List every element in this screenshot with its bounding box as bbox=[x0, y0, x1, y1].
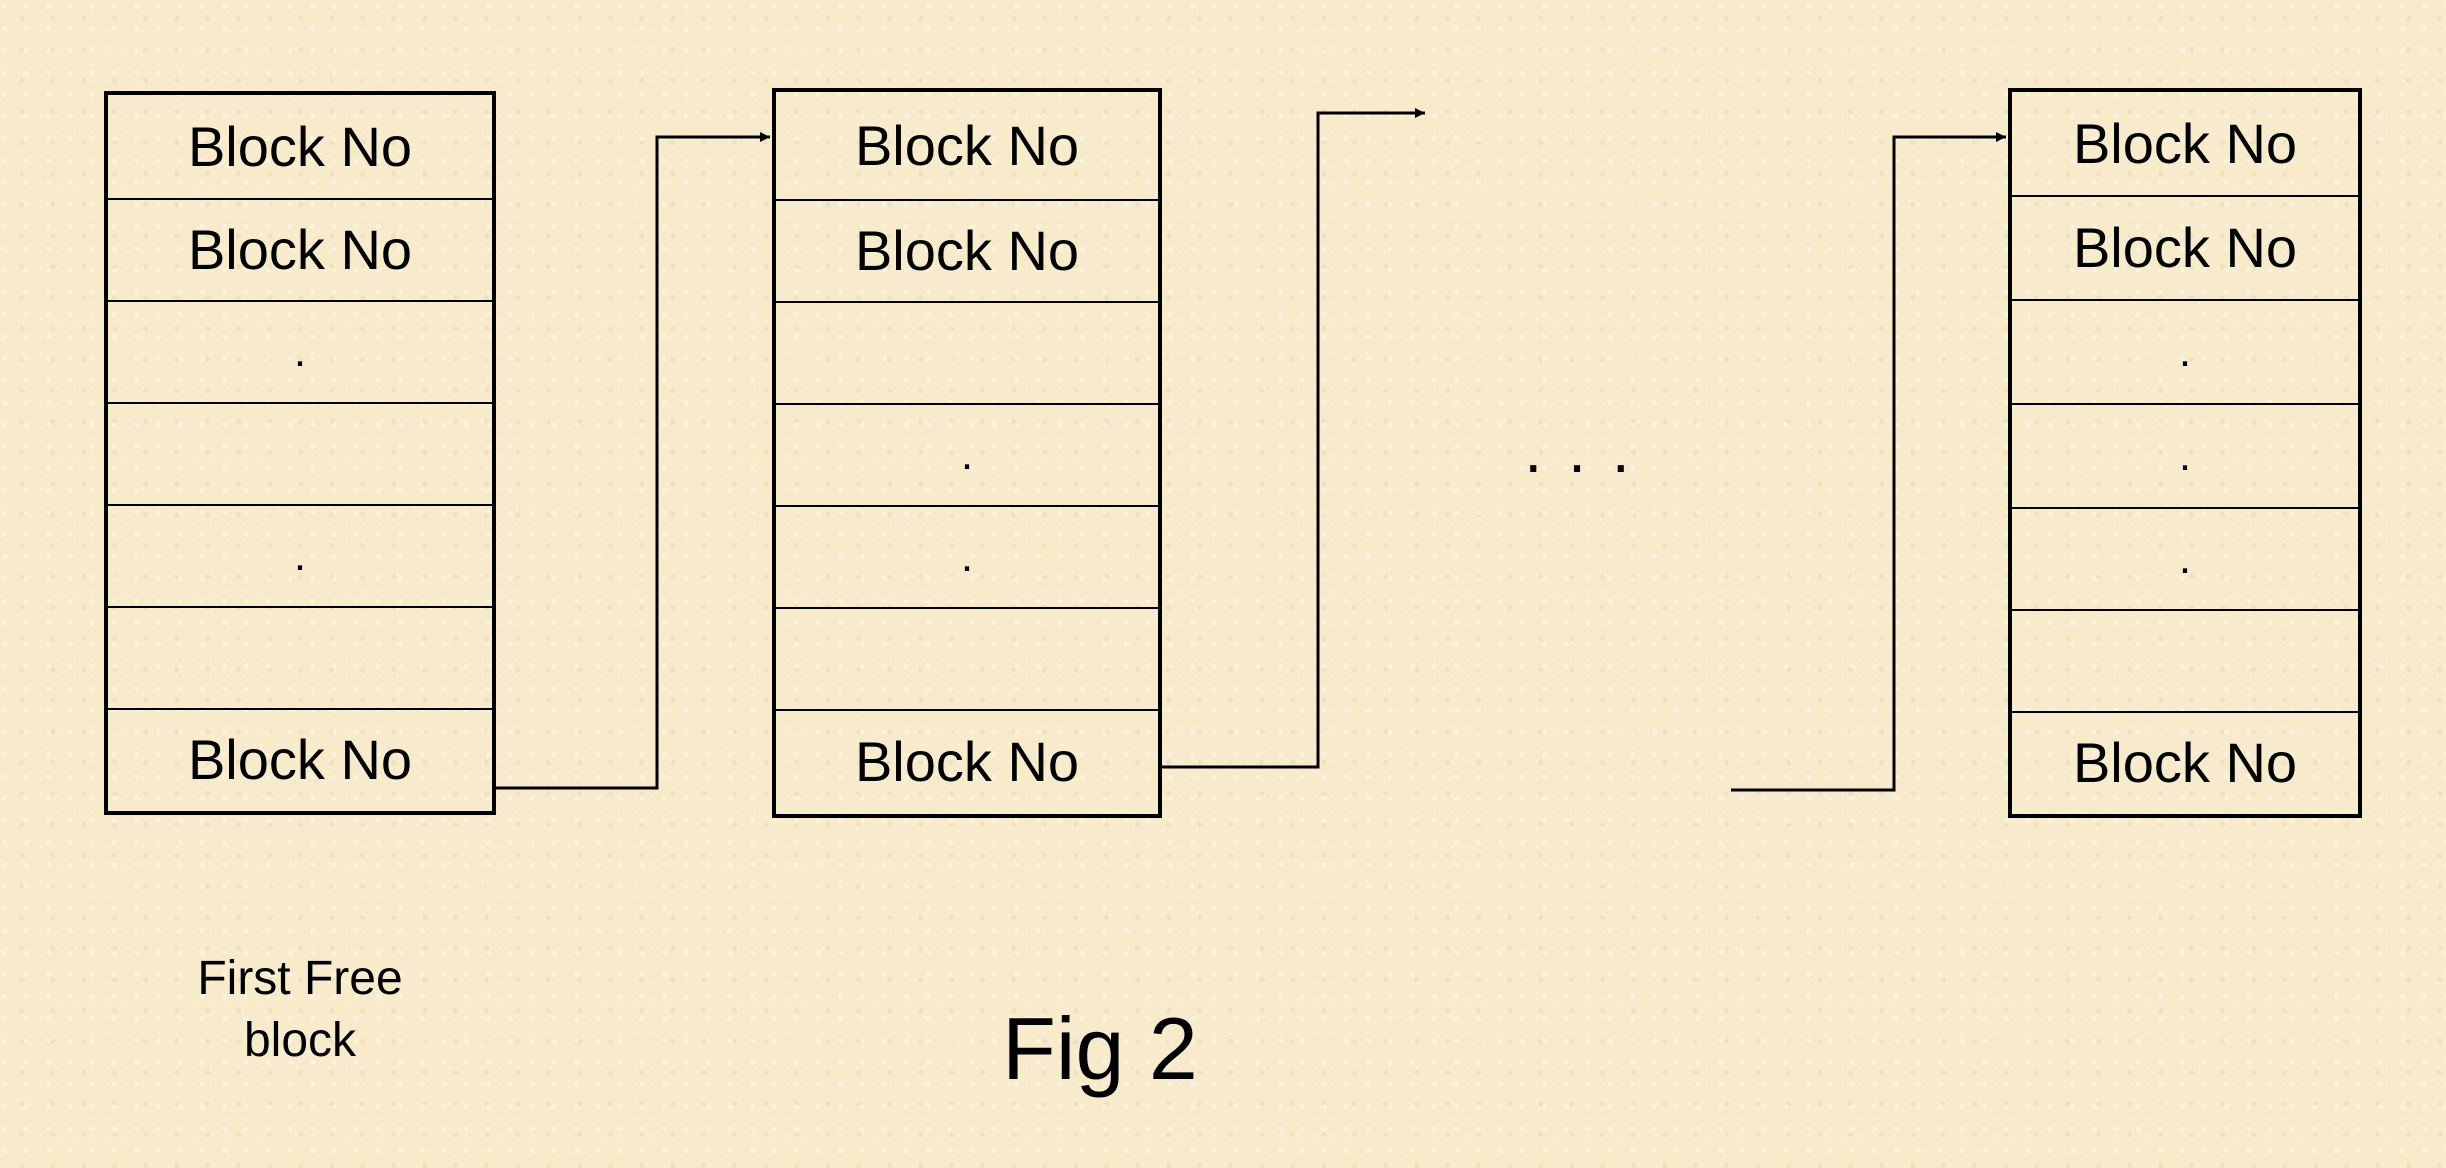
block-cell: Block No bbox=[2012, 712, 2358, 814]
block-cell: . bbox=[2012, 300, 2358, 404]
cell-divider bbox=[776, 301, 1158, 303]
block-cell-label: Block No bbox=[2072, 112, 2298, 175]
cell-divider bbox=[108, 198, 492, 200]
cell-divider bbox=[108, 300, 492, 302]
block-cell: . bbox=[108, 301, 492, 403]
cell-divider bbox=[776, 199, 1158, 201]
block-cell-dot: . bbox=[293, 531, 307, 580]
cell-divider bbox=[108, 402, 492, 404]
block-cell: Block No bbox=[776, 710, 1158, 814]
cell-divider bbox=[2012, 609, 2358, 611]
block-cell-dot: . bbox=[2178, 327, 2192, 376]
block-stack-second: Block No Block No . . Block No bbox=[772, 88, 1162, 818]
cell-divider bbox=[2012, 507, 2358, 509]
cell-divider bbox=[108, 606, 492, 608]
block-stack-last: Block No Block No . . . Block No bbox=[2008, 88, 2362, 818]
block-cell: Block No bbox=[108, 95, 492, 199]
caption-line: block bbox=[243, 1014, 357, 1067]
ellipsis-more-blocks: ... bbox=[1524, 414, 1656, 486]
block-cell: Block No bbox=[776, 92, 1158, 200]
block-stack-first-free: Block No Block No . . Block No bbox=[104, 91, 496, 815]
block-cell-dot: . bbox=[960, 532, 974, 581]
block-cell-label: Block No bbox=[187, 728, 413, 791]
pointer-arrow-prev-to-last bbox=[1731, 132, 2006, 792]
block-cell-dot: . bbox=[293, 327, 307, 376]
block-cell: . bbox=[108, 505, 492, 607]
pointer-arrow-2-to-next bbox=[1162, 108, 1425, 769]
block-cell-label: Block No bbox=[854, 219, 1080, 282]
cell-divider bbox=[776, 505, 1158, 507]
block-cell-label: Block No bbox=[187, 218, 413, 281]
block-cell: . bbox=[776, 506, 1158, 608]
block-cell-label: Block No bbox=[187, 115, 413, 178]
block-cell-dot: . bbox=[2178, 431, 2192, 480]
block-cell-dot: . bbox=[960, 430, 974, 479]
block-cell-dot: . bbox=[2178, 534, 2192, 583]
block-cell: Block No bbox=[776, 200, 1158, 302]
block-cell: . bbox=[2012, 404, 2358, 508]
block-cell: . bbox=[776, 404, 1158, 506]
cell-divider bbox=[108, 708, 492, 710]
block-cell: Block No bbox=[2012, 196, 2358, 300]
first-free-block-caption: First Free block bbox=[150, 948, 450, 1072]
block-cell-label: Block No bbox=[854, 730, 1080, 793]
cell-divider bbox=[776, 403, 1158, 405]
cell-divider bbox=[108, 504, 492, 506]
cell-divider bbox=[2012, 299, 2358, 301]
cell-divider bbox=[2012, 403, 2358, 405]
block-cell-label: Block No bbox=[2072, 216, 2298, 279]
block-cell: Block No bbox=[108, 709, 492, 811]
cell-divider bbox=[2012, 711, 2358, 713]
block-cell-label: Block No bbox=[854, 114, 1080, 177]
block-cell: Block No bbox=[2012, 92, 2358, 196]
cell-divider bbox=[2012, 195, 2358, 197]
cell-divider bbox=[776, 709, 1158, 711]
figure-title: Fig 2 bbox=[1002, 999, 1198, 1098]
pointer-arrow-1-to-2 bbox=[496, 132, 770, 790]
block-cell: Block No bbox=[108, 199, 492, 301]
block-cell: . bbox=[2012, 508, 2358, 610]
cell-divider bbox=[776, 607, 1158, 609]
block-cell-label: Block No bbox=[2072, 731, 2298, 794]
caption-line: First Free bbox=[197, 952, 403, 1005]
